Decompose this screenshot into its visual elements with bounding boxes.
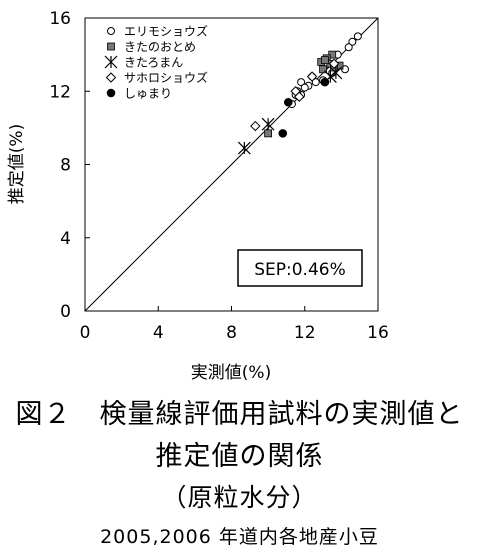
figure-caption-title-line2: 推定値の関係 <box>155 441 324 472</box>
sep-box <box>237 249 363 287</box>
data-point-series-1 <box>353 32 362 41</box>
data-point-series-3 <box>261 117 275 131</box>
x-axis-label: 実測値(%) <box>191 363 271 383</box>
tick-marks <box>84 17 379 312</box>
data-point-series-4 <box>306 71 318 82</box>
data-point-series-4 <box>250 120 261 132</box>
data-point-series-2 <box>320 56 329 65</box>
data-point-series-1 <box>348 37 357 46</box>
data-point-series-1 <box>300 83 309 92</box>
legend-label-4: サホロショウズ <box>124 70 208 85</box>
x-tick-label: 4 <box>153 323 164 343</box>
y-tick-label: 12 <box>49 82 71 102</box>
y-tick-label: 0 <box>60 302 71 322</box>
data-point-series-4 <box>328 58 340 69</box>
x-tick-label: 16 <box>367 323 389 343</box>
data-point-series-2 <box>264 129 273 138</box>
data-point-series-3 <box>237 141 251 155</box>
data-point-series-4 <box>294 91 305 102</box>
x-tick-label: 8 <box>226 323 237 343</box>
scatter-chart: 0 4 8 12 16 0 4 8 12 16 エリモショウズきたのおとめきたろまんサホロショウズ… <box>7 9 389 383</box>
legend-label-2: きたのおとめ <box>124 40 196 54</box>
y-tick-label: 4 <box>60 229 71 249</box>
sep-annotation: SEP:0.46% <box>254 260 346 280</box>
data-point-series-5 <box>283 97 293 107</box>
data-point-series-5 <box>278 129 288 138</box>
legend-marker-4 <box>105 72 117 83</box>
y-tick-label: 16 <box>49 9 71 29</box>
legend-marker-3 <box>104 55 118 69</box>
legend-marker-1 <box>107 27 115 35</box>
data-point-series-1 <box>344 43 353 52</box>
tick-labels: 0 4 8 12 16 0 4 8 12 16 <box>49 9 388 343</box>
figure-caption-title: 図２ 検量線評価用試料の実測値と <box>15 399 464 430</box>
figure-caption-subtitle: （原粒水分） <box>161 483 318 512</box>
data-point-series-1 <box>311 78 320 87</box>
data-point-series-1 <box>297 78 306 87</box>
y-tick-label: 8 <box>60 156 71 176</box>
x-tick-label: 0 <box>80 323 91 343</box>
legend-label-5: しゅまり <box>124 87 172 101</box>
legend-marker-2 <box>107 42 115 51</box>
legend-label-3: きたろまん <box>124 56 183 70</box>
legend-label-1: エリモショウズ <box>124 24 208 39</box>
data-point-series-3 <box>329 66 343 80</box>
data-point-series-5 <box>320 77 330 87</box>
x-tick-label: 12 <box>294 323 316 343</box>
legend-marker-5 <box>106 88 116 98</box>
data-points <box>237 32 362 155</box>
figure-caption-note: 2005,2006 年道内各地産小豆 <box>100 526 379 548</box>
y-axis-label: 推定値(%) <box>7 124 27 204</box>
